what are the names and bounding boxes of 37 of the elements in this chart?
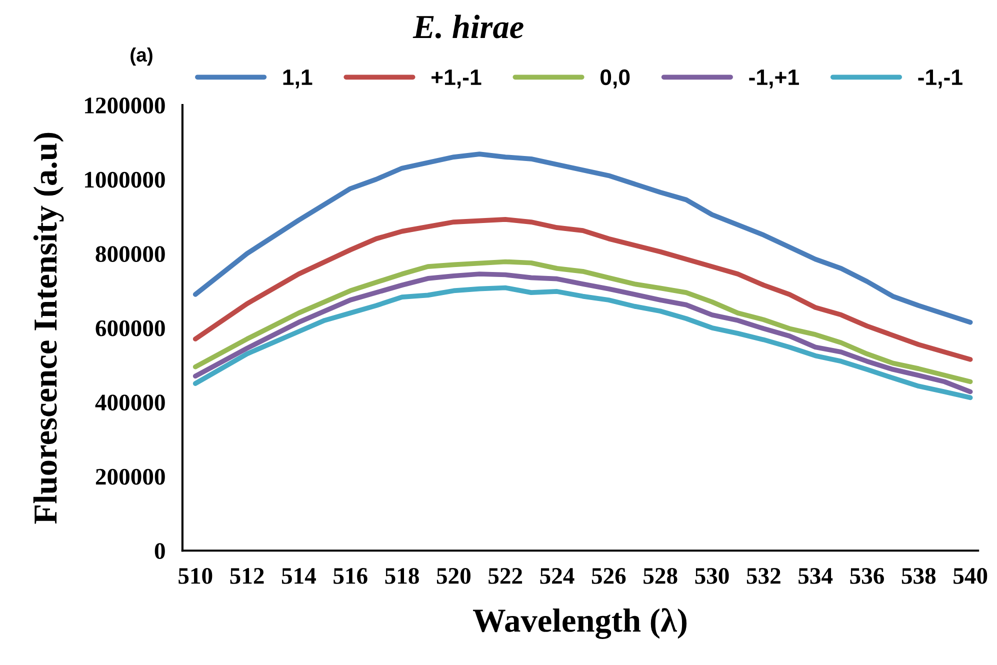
y-tick-label: 0 [154,543,165,560]
legend-label: 1,1 [283,70,312,88]
legend-label: +1,-1 [432,70,482,88]
line-series [192,272,973,394]
x-tick-label: 520 [436,568,470,584]
x-axis-title: Wavelength (λ) [473,608,687,639]
x-tick-label: 514 [282,568,316,584]
x-tick-label: 536 [850,568,884,584]
y-tick-label: 800000 [96,246,165,262]
line-series [192,285,973,400]
y-tick-label: 1000000 [85,172,165,188]
y-tick-label: 200000 [96,468,165,485]
x-tick-label: 528 [644,568,678,584]
chart-title: E. hirae [412,14,524,38]
line-series [192,217,973,362]
y-tick-label: 1200000 [85,98,165,114]
y-tick-label: 600000 [96,320,165,336]
x-tick-label: 534 [798,568,833,584]
legend-label: -1,-1 [918,70,962,88]
y-tick-label: 400000 [95,394,165,411]
x-tick-label: 532 [746,568,780,584]
line-series [192,152,973,325]
y-axis-title: Fluorescence Intensity (a.u) [33,132,64,524]
x-tick-label: 512 [230,568,264,584]
text: (a) [130,47,152,66]
line-series [192,259,973,384]
x-tick-label: 524 [540,568,574,584]
legend-label: -1,+1 [749,70,799,88]
x-tick-label: 510 [178,568,212,584]
legend-label: 0,0 [600,69,630,88]
x-tick-label: 522 [488,568,522,584]
x-tick-label: 526 [592,568,626,584]
x-tick-label: 516 [334,568,368,584]
x-tick-label: 538 [902,568,936,584]
x-tick-label: 530 [695,568,729,584]
x-tick-label: 540 [954,568,988,584]
x-tick-label: 518 [385,568,419,584]
